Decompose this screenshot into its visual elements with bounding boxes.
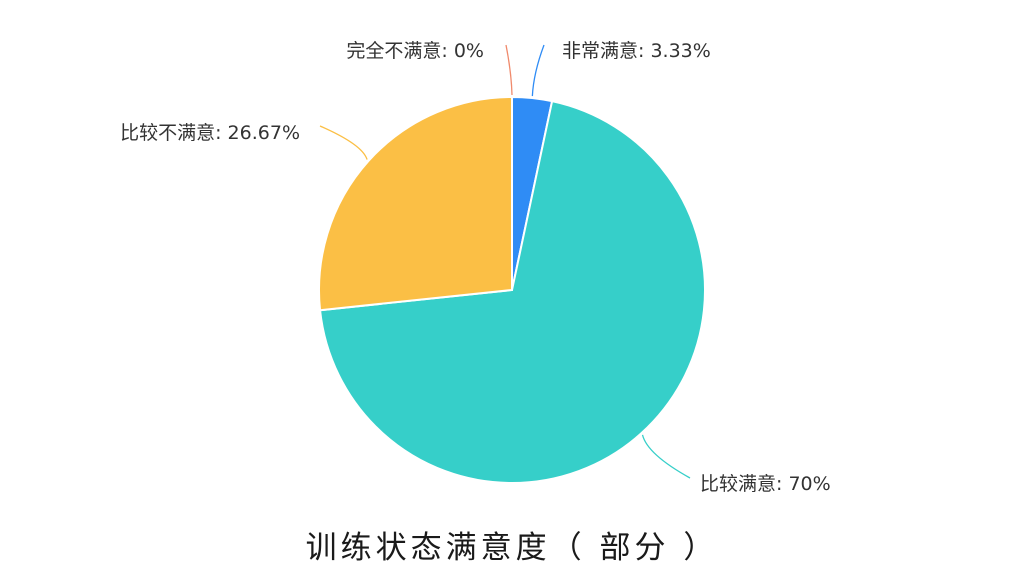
slice-label-3: 比较不满意: 26.67% <box>120 122 300 144</box>
leader-lines <box>319 44 691 479</box>
chart-caption: 训练状态满意度（ 部分 ） <box>305 530 719 566</box>
slice-label-2: 比较满意: 70% <box>700 473 831 495</box>
slice-labels: 非常满意: 3.33% 比较满意: 70% 比较不满意: 26.67% 完全不满意: … <box>120 40 831 495</box>
leader-line-3 <box>319 125 368 160</box>
leader-line-2 <box>641 434 691 479</box>
slice-label-1: 非常满意: 3.33% <box>562 40 711 62</box>
pie-slice-3[interactable] <box>318 95 513 312</box>
pie-slices <box>318 95 706 484</box>
pie-slice-2[interactable] <box>318 100 706 484</box>
slice-label-4: 完全不满意: 0% <box>346 40 484 62</box>
leader-line-4 <box>505 44 513 96</box>
leader-line-1 <box>531 44 545 97</box>
